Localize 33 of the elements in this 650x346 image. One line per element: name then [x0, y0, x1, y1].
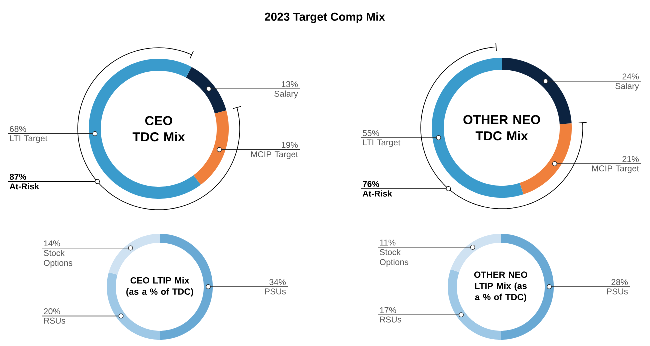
text: OTHER NEO TDC Mix [464, 115, 540, 141]
text: 76% [363, 181, 380, 188]
slice-label: LTI Target [363, 140, 401, 148]
text: CEO TDC Mix [132, 116, 186, 142]
text: CEO LTIP Mix (as a % of TDC) [126, 277, 194, 297]
text: At-Risk [10, 183, 40, 190]
text: At-Risk [362, 190, 392, 197]
data-label: 20% [44, 308, 60, 315]
text: 87% [10, 174, 26, 180]
data-label: 28% [612, 279, 628, 286]
text: 2023 Target Comp Mix [265, 12, 386, 24]
slice-label: Stock Options [380, 249, 409, 267]
data-label: 21% [622, 156, 640, 162]
data-label: 13% [282, 81, 298, 88]
text: OTHER NEO LTIP Mix (as a % of TDC) [474, 272, 528, 302]
data-label: 14% [44, 240, 60, 247]
slice-label: Salary [616, 83, 640, 91]
slice-label: Salary [274, 90, 298, 99]
slice-label: Stock Options [44, 250, 73, 268]
data-label: 17% [380, 307, 396, 314]
data-label: 55% [363, 130, 380, 136]
data-label: 11% [380, 240, 396, 246]
data-label: 68% [10, 126, 26, 132]
slice-label: RSUs [380, 316, 402, 323]
slice-label: LTI Target [10, 136, 48, 144]
data-label: 24% [622, 74, 640, 80]
slice-label: MCIP Target [592, 166, 640, 174]
slice-label: PSUs [265, 288, 286, 295]
data-label: 34% [270, 279, 286, 286]
data-label: 19% [282, 142, 298, 148]
slice-label: MCIP Target [251, 152, 298, 160]
slice-label: RSUs [44, 318, 66, 324]
slice-label: PSUs [607, 288, 628, 295]
